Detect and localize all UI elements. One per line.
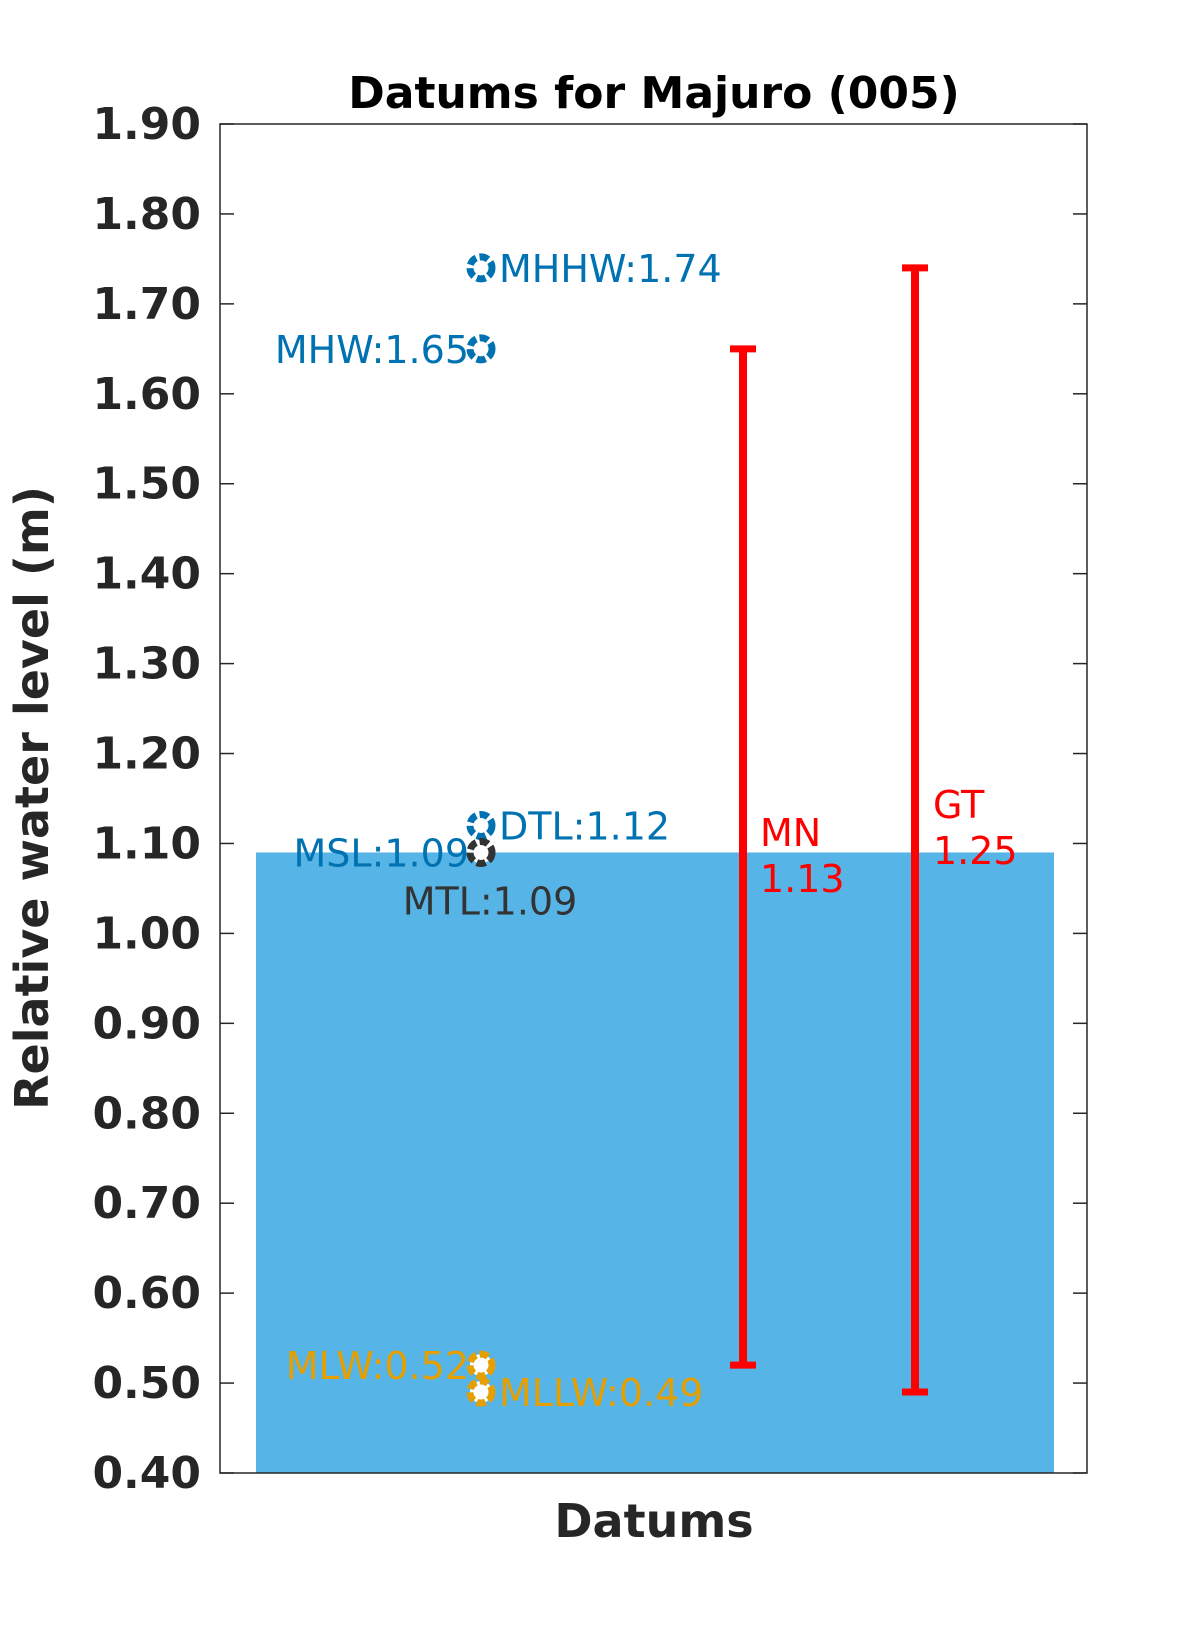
y-tick-label: 1.10 bbox=[92, 818, 201, 869]
datum-marker-dtl bbox=[466, 810, 496, 840]
range-label-name: MN bbox=[760, 811, 821, 855]
y-tick-label: 1.70 bbox=[92, 279, 201, 330]
y-tick-label: 0.60 bbox=[92, 1268, 201, 1319]
datum-label-mhhw: MHHW:1.74 bbox=[499, 247, 722, 291]
range-label-name: GT bbox=[933, 783, 985, 827]
range-label-value: 1.25 bbox=[933, 829, 1018, 873]
plot-frame bbox=[219, 123, 1088, 1474]
datum-label-mtl: MTL:1.09 bbox=[403, 879, 578, 923]
range-bars: MN1.13 GT1.25 bbox=[730, 264, 1018, 1396]
y-tick-label: 1.00 bbox=[92, 908, 201, 959]
datum-label-mlw: MLW:0.52 bbox=[286, 1344, 469, 1388]
datum-label-dtl: DTL:1.12 bbox=[499, 804, 670, 848]
datum-marker-mllw bbox=[466, 1377, 496, 1407]
y-tick-label: 0.40 bbox=[92, 1448, 201, 1499]
y-tick-label: 0.70 bbox=[92, 1178, 201, 1229]
y-tick-label: 1.60 bbox=[92, 369, 201, 420]
y-tick-label: 1.20 bbox=[92, 729, 201, 780]
datum-marker-mhw bbox=[466, 334, 496, 364]
msl-background-bar bbox=[256, 852, 1054, 1473]
y-tick-label: 1.90 bbox=[92, 99, 201, 150]
y-axis-label: Relative water level (m) bbox=[5, 486, 59, 1110]
y-tick-label: 1.30 bbox=[92, 639, 201, 690]
y-axis-ticks: 0.40 0.50 0.60 0.70 0.80 0.90 1.00 1.10 1.20 1.30… bbox=[92, 99, 1087, 1499]
y-tick-label: 1.80 bbox=[92, 189, 201, 240]
y-tick-label: 0.50 bbox=[92, 1358, 201, 1409]
range-label-value: 1.13 bbox=[760, 857, 845, 901]
y-tick-label: 1.40 bbox=[92, 549, 201, 600]
datum-marker-mlw bbox=[466, 1350, 496, 1380]
y-tick-label: 0.80 bbox=[92, 1088, 201, 1139]
datum-label-mllw: MLLW:0.49 bbox=[499, 1371, 703, 1415]
y-tick-label: 1.50 bbox=[92, 459, 201, 510]
datum-label-msl: MSL:1.09 bbox=[294, 831, 470, 875]
y-tick-label: 0.90 bbox=[92, 998, 201, 1049]
datum-points: MHHW:1.74 MHW:1.65 DTL:1.12 MSL:1.09MTL:1.0… bbox=[275, 247, 722, 1415]
datum-marker-mtl bbox=[466, 837, 496, 867]
datum-label-mhw: MHW:1.65 bbox=[275, 328, 469, 372]
chart-title: Datums for Majuro (005) bbox=[348, 68, 960, 119]
x-axis-label: Datums bbox=[554, 1494, 753, 1548]
datum-marker-mhhw bbox=[466, 253, 496, 283]
